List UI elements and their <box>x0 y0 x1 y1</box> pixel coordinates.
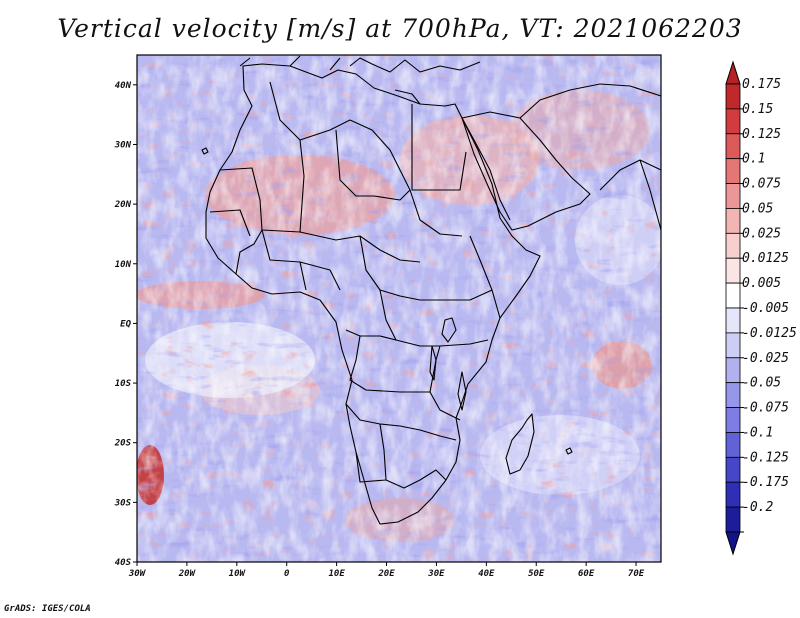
colorbar-swatch <box>725 332 741 359</box>
longitude-axis: 30W 20W 10W 0 10E 20E 30E 40E 50E 60E 70E <box>128 562 645 579</box>
colorbar-label: 0.05 <box>742 201 773 216</box>
lat-tick-label: 40N <box>115 81 132 91</box>
lon-tick-label: 30W <box>128 569 147 579</box>
lat-tick-label: 30S <box>114 498 132 508</box>
colorbar-label: 0.15 <box>742 102 773 117</box>
colorbar-top-arrow <box>725 60 741 85</box>
lon-tick-label: 10W <box>229 569 247 579</box>
colorbar-swatch <box>725 282 741 309</box>
lat-tick-label: 20S <box>114 439 132 449</box>
colorbar-swatch <box>725 208 741 234</box>
colorbar-swatch <box>725 257 741 284</box>
colorbar-label: -0.05 <box>742 376 781 391</box>
lat-tick-label: 40S <box>115 558 132 568</box>
lon-tick-label: 40E <box>478 569 495 579</box>
lat-tick-label: 30N <box>114 140 132 150</box>
colorbar-swatch <box>725 432 741 458</box>
colorbar-swatch <box>725 456 741 483</box>
colorbar-label: 0.175 <box>742 77 781 92</box>
lon-tick-label: 20E <box>377 569 395 579</box>
colorbar-bottom-arrow <box>725 531 741 556</box>
colorbar-label: -0.005 <box>742 301 789 316</box>
credit-text: GrADS: IGES/COLA <box>4 604 91 614</box>
lon-tick-label: 60E <box>578 569 595 579</box>
lon-tick-label: 70E <box>628 569 645 579</box>
colorbar-label: 0.025 <box>742 226 781 241</box>
lat-tick-label: 10S <box>115 379 132 389</box>
colorbar-swatch <box>725 108 741 135</box>
colorbar-swatch <box>725 357 741 384</box>
velocity-field <box>137 55 661 562</box>
colorbar-label: 0.005 <box>742 276 781 291</box>
colorbar-label: -0.2 <box>742 500 773 515</box>
colorbar-swatch <box>725 83 741 110</box>
lon-tick-label: 10E <box>328 569 345 579</box>
plot-title: Vertical velocity [m/s] at 700hPa, VT: 2… <box>57 14 743 43</box>
colorbar: 0.175 0.15 0.125 0.1 0.075 0.05 0.025 0.0125 0.0… <box>725 60 797 556</box>
lon-tick-label: 50E <box>528 569 545 579</box>
colorbar-label: -0.125 <box>742 450 789 465</box>
lat-tick-label: 20N <box>114 200 132 210</box>
colorbar-swatch <box>725 506 741 533</box>
lon-tick-label: 0 <box>284 569 290 579</box>
colorbar-label: -0.175 <box>742 475 789 490</box>
colorbar-swatch <box>725 382 741 408</box>
colorbar-label: -0.075 <box>742 401 789 416</box>
colorbar-label: -0.025 <box>742 351 789 366</box>
colorbar-label: -0.1 <box>742 425 773 440</box>
plot-frame <box>136 54 662 563</box>
lon-tick-label: 20W <box>178 569 197 579</box>
colorbar-swatch <box>725 481 741 508</box>
colorbar-label: 0.0125 <box>742 251 789 266</box>
colorbar-swatch <box>725 183 741 209</box>
latitude-axis: 40N 30N 20N 10N EQ 10S 20S 30S 40S <box>114 81 137 568</box>
lat-tick-label: 10N <box>115 260 132 270</box>
colorbar-label: 0.125 <box>742 127 781 142</box>
colorbar-swatch <box>725 133 741 160</box>
coastlines <box>201 55 661 525</box>
colorbar-label: 0.075 <box>742 177 781 192</box>
colorbar-swatch <box>725 307 741 334</box>
lat-tick-label: EQ <box>120 319 131 329</box>
colorbar-label: -0.0125 <box>742 326 797 341</box>
colorbar-swatch <box>725 158 741 184</box>
colorbar-label: 0.1 <box>742 152 765 167</box>
colorbar-swatch <box>725 232 741 259</box>
colorbar-swatch <box>725 407 741 433</box>
lon-tick-label: 30E <box>427 569 445 579</box>
